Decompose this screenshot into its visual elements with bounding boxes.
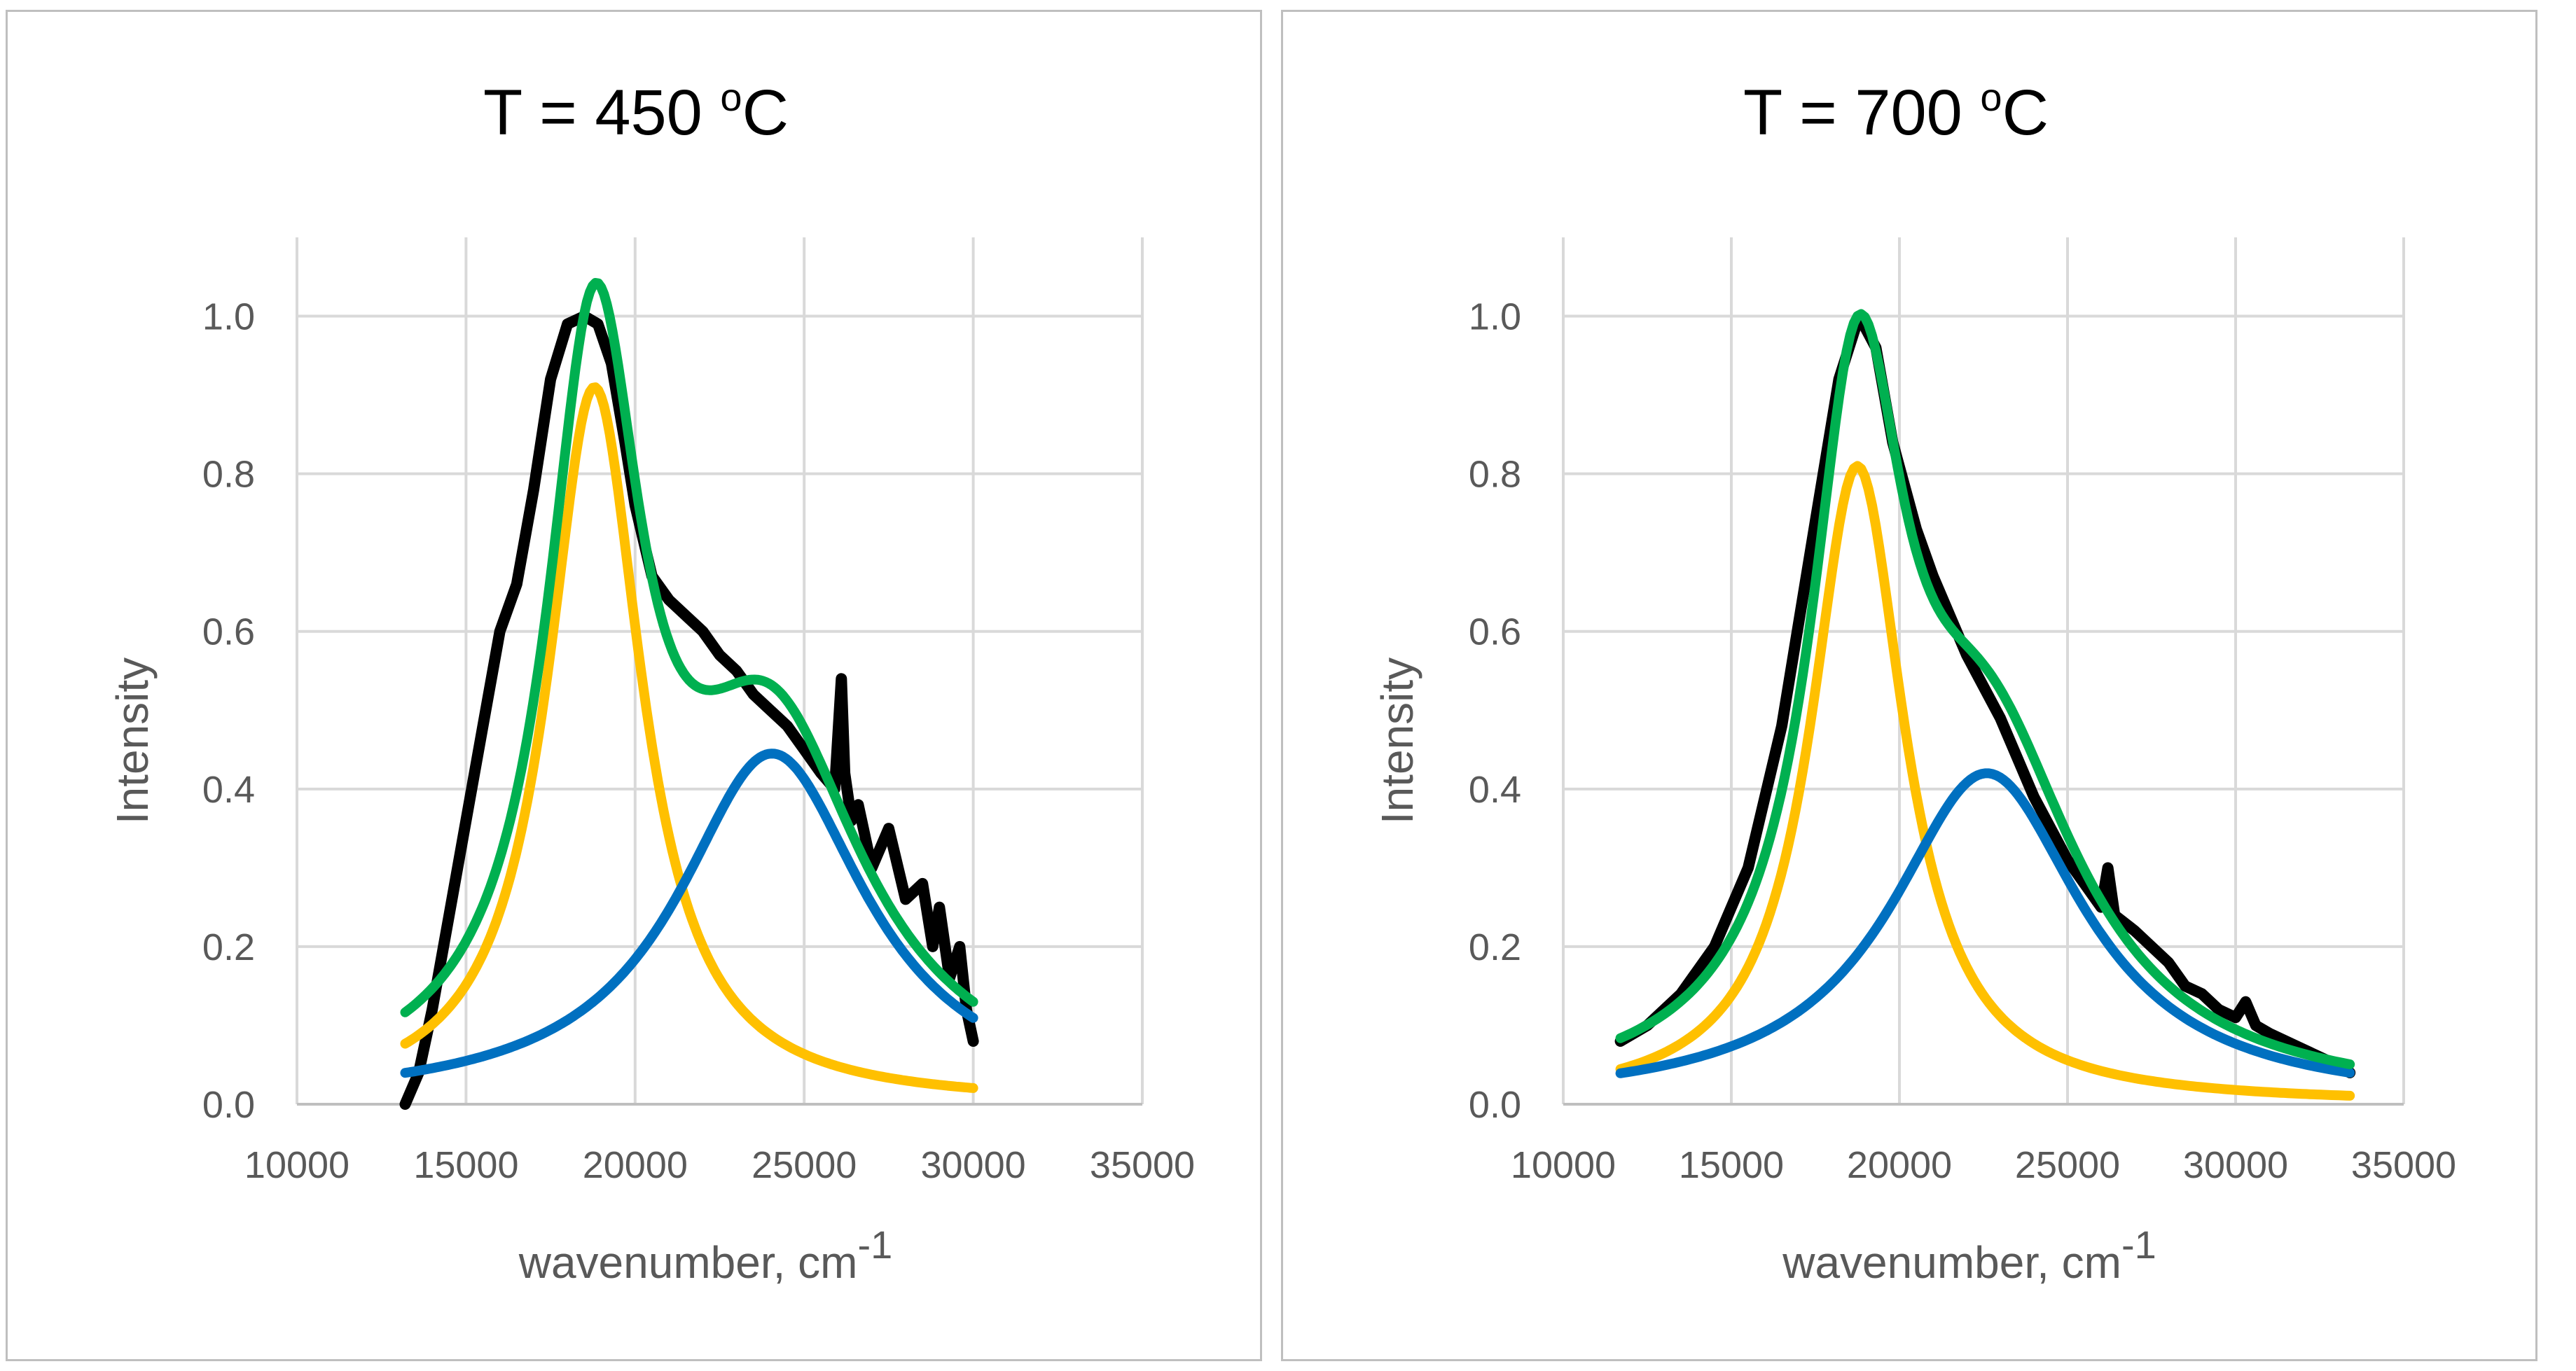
x-tick-label: 25000 <box>752 1144 857 1186</box>
series-line-peak1 <box>1615 461 2355 1101</box>
x-tick-label: 30000 <box>2183 1144 2288 1186</box>
x-tick-label: 20000 <box>1847 1144 1952 1186</box>
y-tick-label: 0.2 <box>202 926 255 968</box>
x-tick-label: 15000 <box>413 1144 518 1186</box>
x-tick-label: 15000 <box>1679 1144 1784 1186</box>
chart-panel-700: T = 700 oC 10000 15000 20000 25000 30000 35000… <box>1281 10 2537 1361</box>
chart-title-unit: C <box>2002 77 2049 148</box>
y-tick-label: 0.0 <box>202 1084 255 1126</box>
x-axis-label: wavenumber, cm-1 <box>518 1223 893 1288</box>
series-line-peak1 <box>400 382 978 1093</box>
series-line-fit <box>400 278 978 1017</box>
chart-title-degree: o <box>1980 75 2002 119</box>
y-tick-label: 0.6 <box>202 611 255 653</box>
x-tick-label: 20000 <box>583 1144 688 1186</box>
x-axis-label-exponent: -1 <box>2121 1223 2156 1267</box>
series-line-fit <box>1615 309 2355 1069</box>
y-tick-label: 1.0 <box>1469 296 1521 338</box>
y-tick-label: 0.4 <box>202 769 255 811</box>
y-tick-label: 0.6 <box>1469 611 1521 653</box>
series-line-peak2 <box>1615 768 2355 1078</box>
series-line-data <box>1614 310 2356 1078</box>
x-tick-label: 35000 <box>2351 1144 2456 1186</box>
x-axis-label-exponent: -1 <box>857 1223 892 1267</box>
y-axis-label: Intensity <box>1372 657 1422 824</box>
x-tick-label: 30000 <box>921 1144 1026 1186</box>
y-tick-label: 1.0 <box>202 296 255 338</box>
x-tick-label: 10000 <box>244 1144 349 1186</box>
series-line-data <box>399 310 979 1110</box>
y-tick-label: 0.2 <box>1469 926 1521 968</box>
chart-title-main: T = 450 <box>483 77 720 148</box>
y-tick-label: 0.4 <box>1469 769 1521 811</box>
x-axis-label-main: wavenumber, cm <box>518 1237 858 1288</box>
x-axis-label-main: wavenumber, cm <box>1782 1237 2121 1288</box>
series-line-peak2 <box>400 749 978 1078</box>
chart-panel-450: T = 450 oC 10000 15000 20000 25000 30000 35000… <box>6 10 1262 1361</box>
chart-title-unit: C <box>742 77 789 148</box>
y-axis-label: Intensity <box>107 657 158 824</box>
x-tick-label: 25000 <box>2015 1144 2120 1186</box>
x-tick-label: 10000 <box>1511 1144 1616 1186</box>
chart-450: T = 450 oC 10000 15000 20000 25000 30000 35000… <box>107 75 1195 1288</box>
chart-title-degree: o <box>720 75 742 119</box>
chart-title: T = 450 oC <box>483 75 789 148</box>
gridlines <box>296 237 1144 1106</box>
chart-title-main: T = 700 <box>1743 77 1980 148</box>
y-tick-label: 0.8 <box>1469 454 1521 496</box>
chart-700: T = 700 oC 10000 15000 20000 25000 30000 35000… <box>1372 75 2456 1288</box>
chart-title: T = 700 oC <box>1743 75 2049 148</box>
x-axis-label: wavenumber, cm-1 <box>1782 1223 2156 1288</box>
y-tick-label: 0.8 <box>202 454 255 496</box>
x-tick-label: 35000 <box>1090 1144 1195 1186</box>
y-tick-label: 0.0 <box>1469 1084 1521 1126</box>
